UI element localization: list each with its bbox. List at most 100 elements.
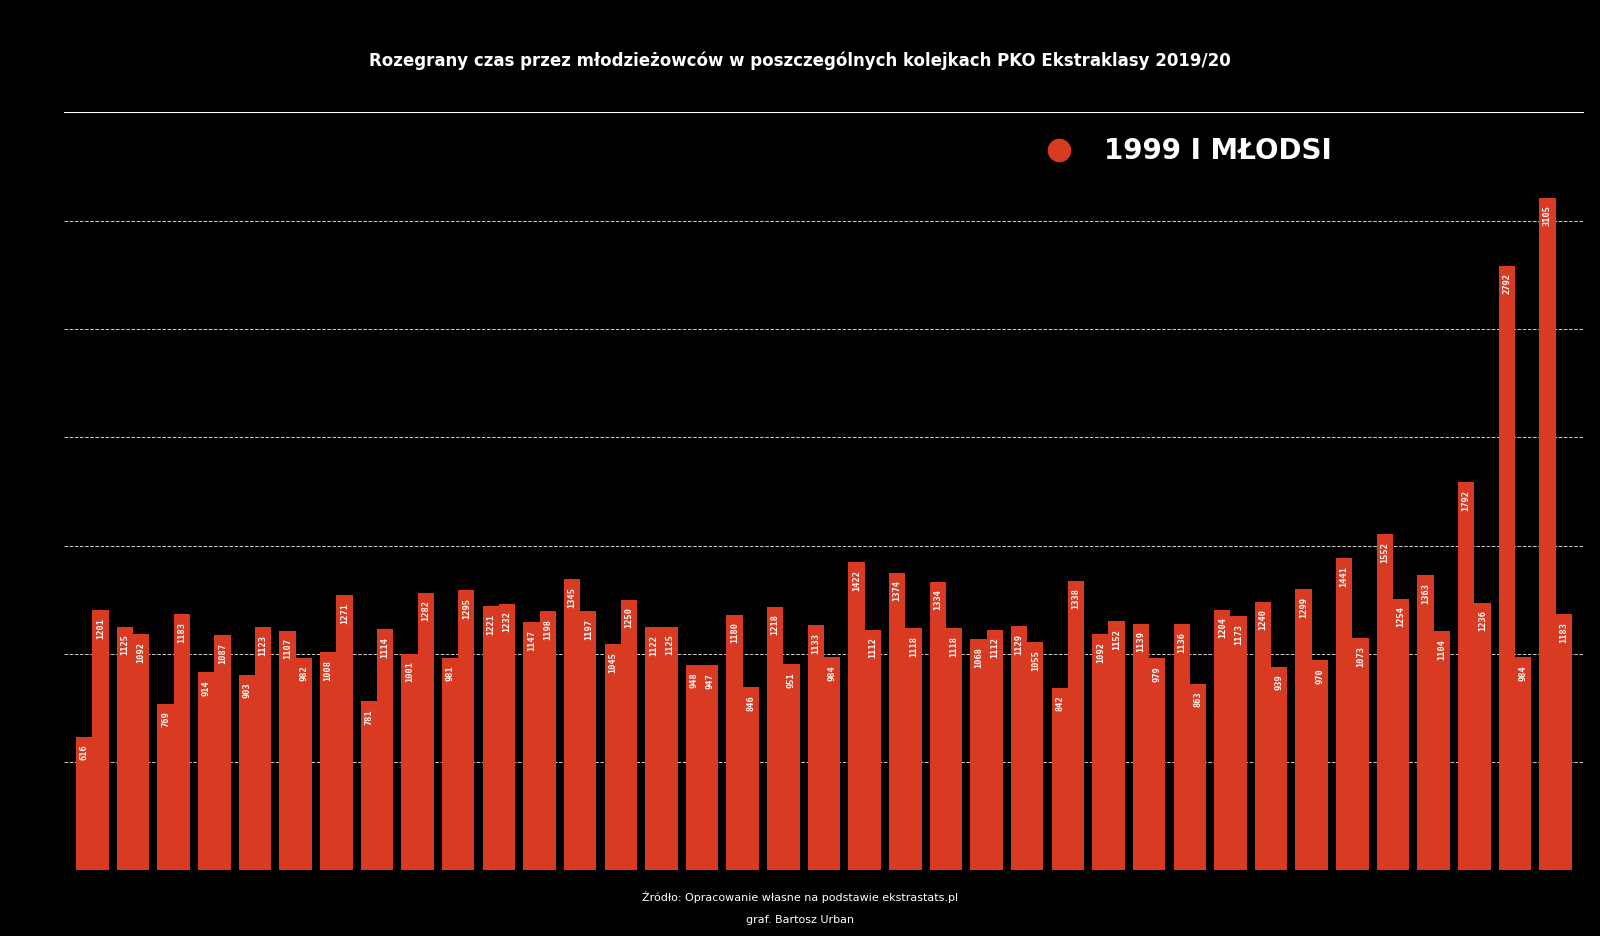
Text: 1125: 1125	[120, 635, 130, 655]
Bar	[402, 653, 418, 870]
Bar	[742, 687, 758, 870]
Bar	[808, 625, 824, 870]
Text: 948: 948	[690, 673, 699, 689]
Text: 1104: 1104	[1437, 639, 1446, 660]
Text: 1123: 1123	[259, 635, 267, 656]
Text: 1136: 1136	[1178, 632, 1186, 653]
Text: 1183: 1183	[178, 622, 186, 643]
Bar	[946, 628, 962, 870]
Text: 1139: 1139	[1136, 632, 1146, 652]
Bar	[1376, 534, 1394, 870]
Bar	[1296, 589, 1312, 870]
Text: 1338: 1338	[1072, 588, 1080, 609]
Text: 863: 863	[1194, 691, 1203, 707]
Text: 846: 846	[746, 695, 755, 710]
Legend: 1999 I MŁODSI: 1999 I MŁODSI	[1021, 126, 1342, 176]
Text: 1068: 1068	[974, 647, 982, 667]
Bar	[1051, 688, 1067, 870]
Bar	[890, 573, 906, 870]
Bar	[1190, 683, 1206, 870]
Text: 1118: 1118	[909, 636, 918, 657]
Bar	[1336, 559, 1352, 870]
Bar	[1474, 603, 1491, 870]
Bar	[458, 590, 475, 870]
Text: 1299: 1299	[1299, 596, 1309, 618]
Text: Źródło: Opracowanie własne na podstawie ekstrastats.pl: Źródło: Opracowanie własne na podstawie …	[642, 891, 958, 903]
Text: 1232: 1232	[502, 611, 512, 632]
Text: 1125: 1125	[666, 635, 674, 655]
Text: 1197: 1197	[584, 619, 592, 640]
Text: 1271: 1271	[339, 603, 349, 623]
Text: 1114: 1114	[381, 636, 389, 658]
Bar	[1214, 609, 1230, 870]
Bar	[563, 579, 581, 870]
Bar	[1515, 657, 1531, 870]
Text: 1173: 1173	[1234, 624, 1243, 645]
Bar	[296, 658, 312, 870]
Text: 947: 947	[706, 673, 715, 689]
Text: 1441: 1441	[1339, 566, 1349, 587]
Bar	[1230, 617, 1246, 870]
Text: 951: 951	[787, 672, 795, 688]
Text: 979: 979	[1152, 666, 1162, 681]
Text: 939: 939	[1275, 675, 1283, 691]
Bar	[254, 627, 272, 870]
Bar	[1352, 638, 1368, 870]
Bar	[1499, 266, 1515, 870]
Bar	[970, 639, 987, 870]
Text: 1112: 1112	[990, 637, 998, 658]
Bar	[1149, 658, 1165, 870]
Bar	[581, 611, 597, 870]
Text: 1792: 1792	[1462, 490, 1470, 511]
Text: 1087: 1087	[218, 643, 227, 664]
Bar	[1173, 624, 1190, 870]
Bar	[499, 604, 515, 870]
Text: 1092: 1092	[136, 641, 146, 663]
Bar	[1434, 632, 1450, 870]
Text: 842: 842	[1056, 695, 1064, 711]
Bar	[1011, 626, 1027, 870]
Bar	[766, 607, 784, 870]
Text: 1345: 1345	[568, 587, 576, 607]
Bar	[1109, 621, 1125, 870]
Text: 1183: 1183	[1558, 622, 1568, 643]
Bar	[1394, 599, 1410, 870]
Text: 1240: 1240	[1259, 609, 1267, 631]
Text: 3105: 3105	[1542, 206, 1552, 227]
Text: 914: 914	[202, 680, 211, 695]
Text: 1552: 1552	[1381, 542, 1389, 563]
Bar	[824, 657, 840, 870]
Bar	[93, 610, 109, 870]
Text: 781: 781	[365, 709, 373, 724]
Bar	[198, 672, 214, 870]
Bar	[117, 627, 133, 870]
Bar	[442, 658, 458, 870]
Text: 1250: 1250	[624, 607, 634, 628]
Bar	[661, 627, 678, 870]
Bar	[645, 627, 661, 870]
Text: 616: 616	[80, 745, 90, 760]
Bar	[1067, 580, 1085, 870]
Text: 1334: 1334	[933, 589, 942, 610]
Text: 1374: 1374	[893, 580, 902, 602]
Text: Rozegrany czas przez młodzieżowców w poszczególnych kolejkach PKO Ekstraklasy 20: Rozegrany czas przez młodzieżowców w pos…	[370, 51, 1230, 70]
Bar	[987, 630, 1003, 870]
Bar	[280, 631, 296, 870]
Bar	[1133, 623, 1149, 870]
Text: 2792: 2792	[1502, 273, 1512, 294]
Text: 1129: 1129	[1014, 634, 1024, 654]
Bar	[214, 635, 230, 870]
Text: 1107: 1107	[283, 638, 293, 659]
Text: 1422: 1422	[853, 570, 861, 591]
Bar	[848, 563, 864, 870]
Text: 982: 982	[299, 665, 309, 681]
Text: 984: 984	[827, 665, 837, 680]
Bar	[1312, 661, 1328, 870]
Text: 1221: 1221	[486, 614, 496, 635]
Text: 1122: 1122	[650, 635, 658, 656]
Bar	[784, 665, 800, 870]
Text: 1092: 1092	[1096, 641, 1106, 663]
Bar	[174, 614, 190, 870]
Text: 1147: 1147	[526, 630, 536, 651]
Bar	[1254, 602, 1270, 870]
